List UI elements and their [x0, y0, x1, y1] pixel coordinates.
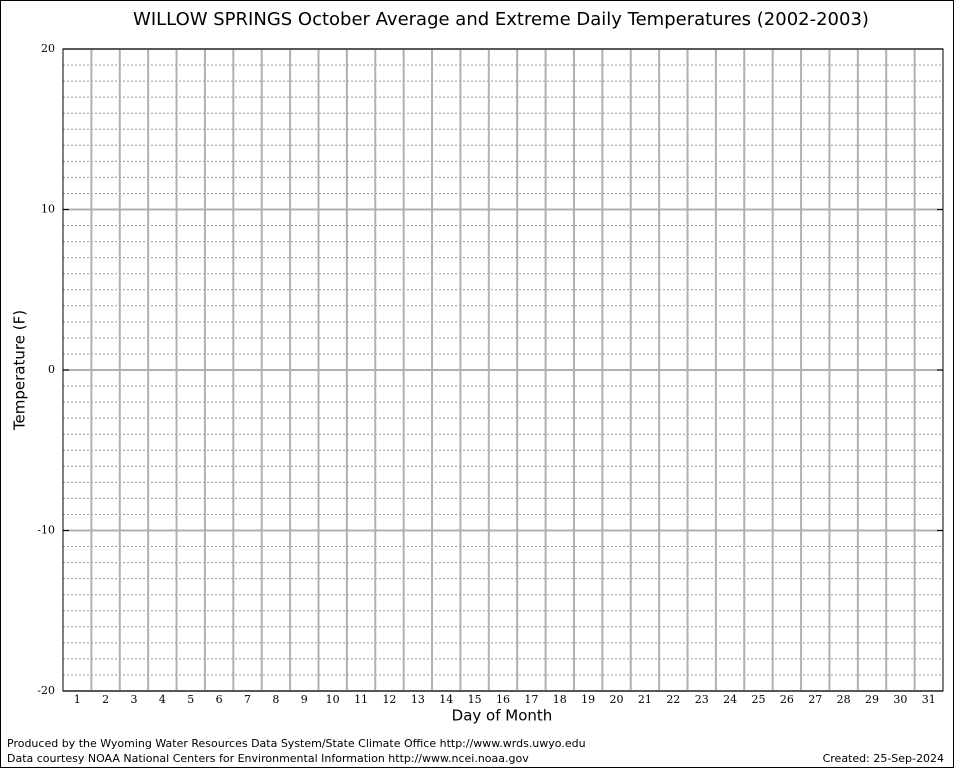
- x-tick-label: 25: [751, 693, 765, 706]
- chart-title: WILLOW SPRINGS October Average and Extre…: [133, 9, 869, 30]
- x-tick-label: 19: [581, 693, 595, 706]
- y-tick-label: -20: [37, 684, 55, 697]
- x-tick-label: 12: [382, 693, 396, 706]
- x-tick-label: 11: [354, 693, 368, 706]
- x-tick-label: 18: [553, 693, 567, 706]
- x-tick-label: 13: [411, 693, 425, 706]
- x-tick-label: 21: [638, 693, 652, 706]
- x-tick-label: 7: [244, 693, 251, 706]
- y-tick-label: 20: [41, 42, 55, 55]
- x-tick-label: 9: [301, 693, 308, 706]
- x-tick-label: 29: [865, 693, 879, 706]
- x-tick-label: 4: [159, 693, 166, 706]
- footer-text: Data courtesy NOAA National Centers for …: [7, 752, 529, 765]
- x-tick-label: 30: [893, 693, 907, 706]
- x-tick-label: 24: [723, 693, 737, 706]
- x-tick-label: 3: [130, 693, 137, 706]
- x-tick-label: 20: [610, 693, 624, 706]
- y-tick-label: -10: [37, 524, 55, 537]
- plot-border: [62, 48, 944, 692]
- x-tick-label: 27: [808, 693, 822, 706]
- x-tick-label: 5: [187, 693, 194, 706]
- y-tick-label: 10: [41, 203, 55, 216]
- y-axis-label: Temperature (F): [11, 310, 29, 431]
- footer-text: Created: 25-Sep-2024: [823, 752, 944, 765]
- x-tick-label: 23: [695, 693, 709, 706]
- x-tick-label: 14: [439, 693, 453, 706]
- x-axis-label: Day of Month: [452, 707, 553, 725]
- x-tick-label: 22: [666, 693, 680, 706]
- x-tick-label: 16: [496, 693, 510, 706]
- x-tick-label: 1: [74, 693, 81, 706]
- x-tick-label: 10: [326, 693, 340, 706]
- x-tick-label: 17: [524, 693, 538, 706]
- x-tick-label: 26: [780, 693, 794, 706]
- y-tick-label: 0: [48, 363, 55, 376]
- x-tick-label: 6: [216, 693, 223, 706]
- x-tick-label: 28: [837, 693, 851, 706]
- x-tick-label: 15: [468, 693, 482, 706]
- x-tick-label: 31: [922, 693, 936, 706]
- footer-text: Produced by the Wyoming Water Resources …: [7, 737, 586, 750]
- x-tick-label: 2: [102, 693, 109, 706]
- x-tick-label: 8: [272, 693, 279, 706]
